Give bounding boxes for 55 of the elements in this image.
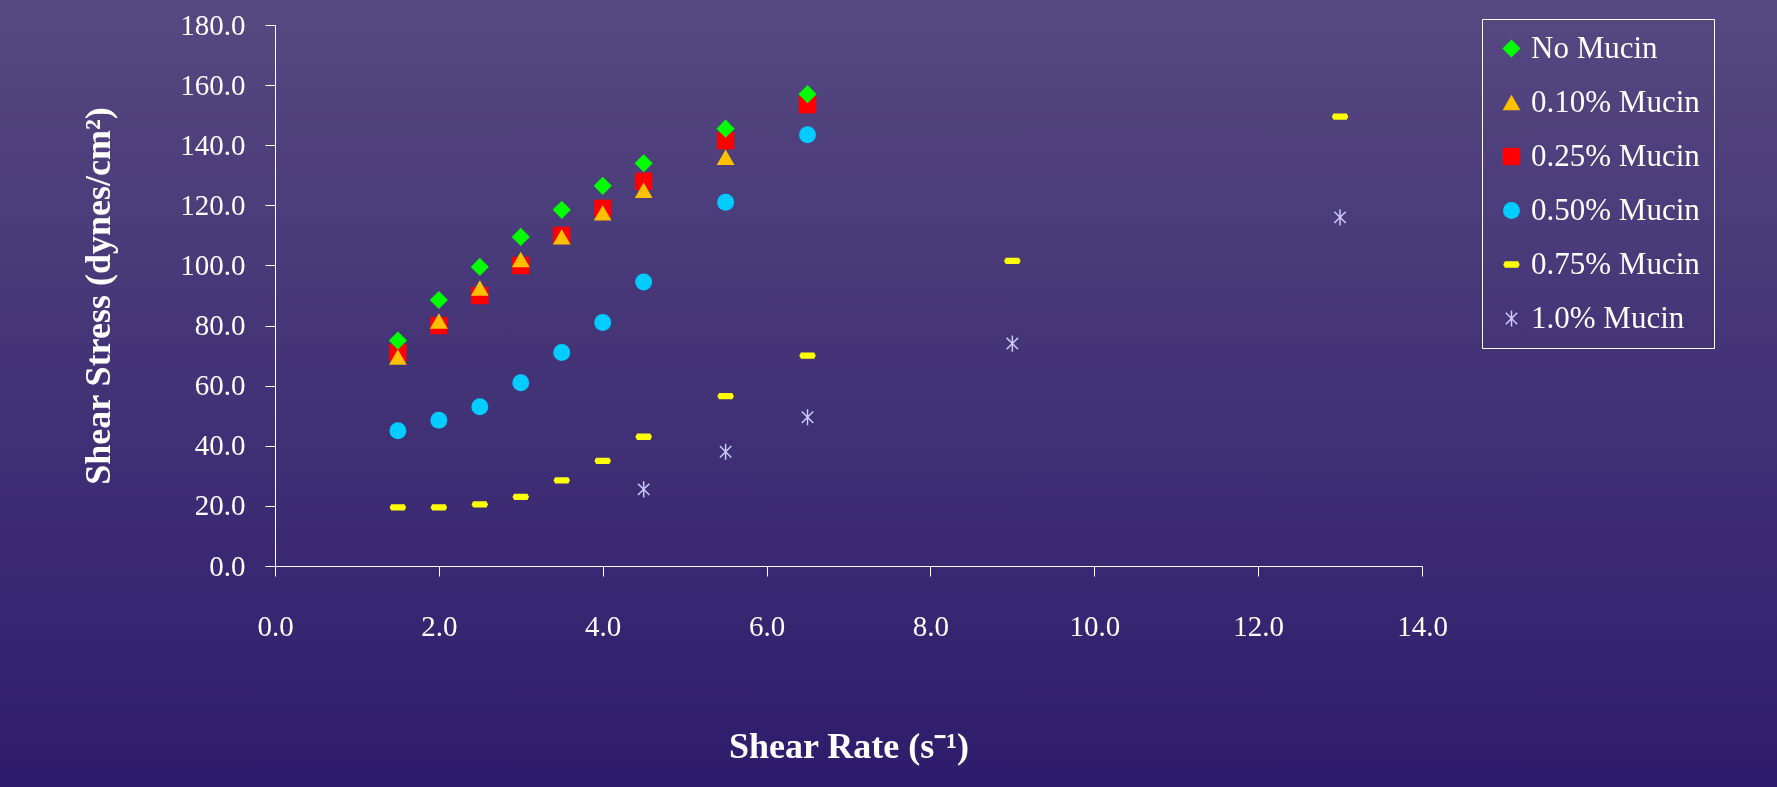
point [1333, 209, 1347, 226]
x-tick-label: 2.0 [421, 609, 458, 642]
legend-label: 1.0% Mucin [1531, 299, 1685, 335]
point [634, 182, 653, 198]
point [801, 409, 814, 426]
legend-label: 0.50% Mucin [1531, 191, 1701, 227]
x-tick-label: 0.0 [257, 609, 294, 642]
legend-label: 0.75% Mucin [1531, 245, 1701, 281]
point [716, 119, 735, 138]
y-tick-label: 20.0 [194, 489, 246, 522]
y-tick-label: 100.0 [180, 248, 246, 281]
x-tick-label: 6.0 [748, 609, 786, 642]
x-axis-title: Shear Rate (s⁻¹) [728, 725, 970, 766]
y-tick-label: 40.0 [194, 429, 246, 462]
y-tick-label: 140.0 [180, 128, 246, 161]
point [389, 349, 407, 365]
x-tick-label: 14.0 [1397, 609, 1448, 642]
point [635, 273, 653, 291]
point [511, 227, 530, 246]
point [798, 85, 817, 104]
point [593, 176, 612, 195]
x-tick-label: 8.0 [912, 609, 950, 642]
y-tick-label: 80.0 [194, 309, 246, 342]
point [388, 331, 407, 350]
point [634, 154, 653, 173]
point [511, 251, 530, 268]
point [637, 481, 650, 498]
y-tick-label: 0.0 [209, 549, 246, 582]
y-axis-title: Shear Stress (dynes/cm²) [78, 107, 119, 485]
point [719, 443, 732, 460]
x-tick-label: 10.0 [1069, 609, 1121, 642]
point [470, 280, 489, 296]
point [470, 257, 489, 277]
legend-label: 0.10% Mucin [1531, 83, 1701, 119]
y-tick-label: 160.0 [180, 68, 246, 101]
point [429, 313, 448, 329]
point [593, 205, 612, 221]
y-tick-label: 120.0 [180, 188, 246, 221]
legend-label: 0.25% Mucin [1531, 137, 1701, 173]
point [430, 411, 448, 429]
point [799, 126, 817, 144]
point [552, 200, 571, 219]
point [512, 374, 530, 392]
y-tick-label: 180.0 [180, 8, 246, 41]
legend-label: No Mucin [1531, 29, 1659, 65]
point [716, 149, 735, 165]
point [389, 422, 407, 440]
y-tick-label: 60.0 [194, 369, 246, 402]
point [553, 344, 571, 362]
point [471, 398, 489, 416]
point [717, 193, 735, 211]
x-tick-label: 12.0 [1233, 609, 1285, 642]
point [429, 290, 448, 310]
x-tick-label: 4.0 [585, 609, 622, 642]
point [594, 314, 612, 332]
